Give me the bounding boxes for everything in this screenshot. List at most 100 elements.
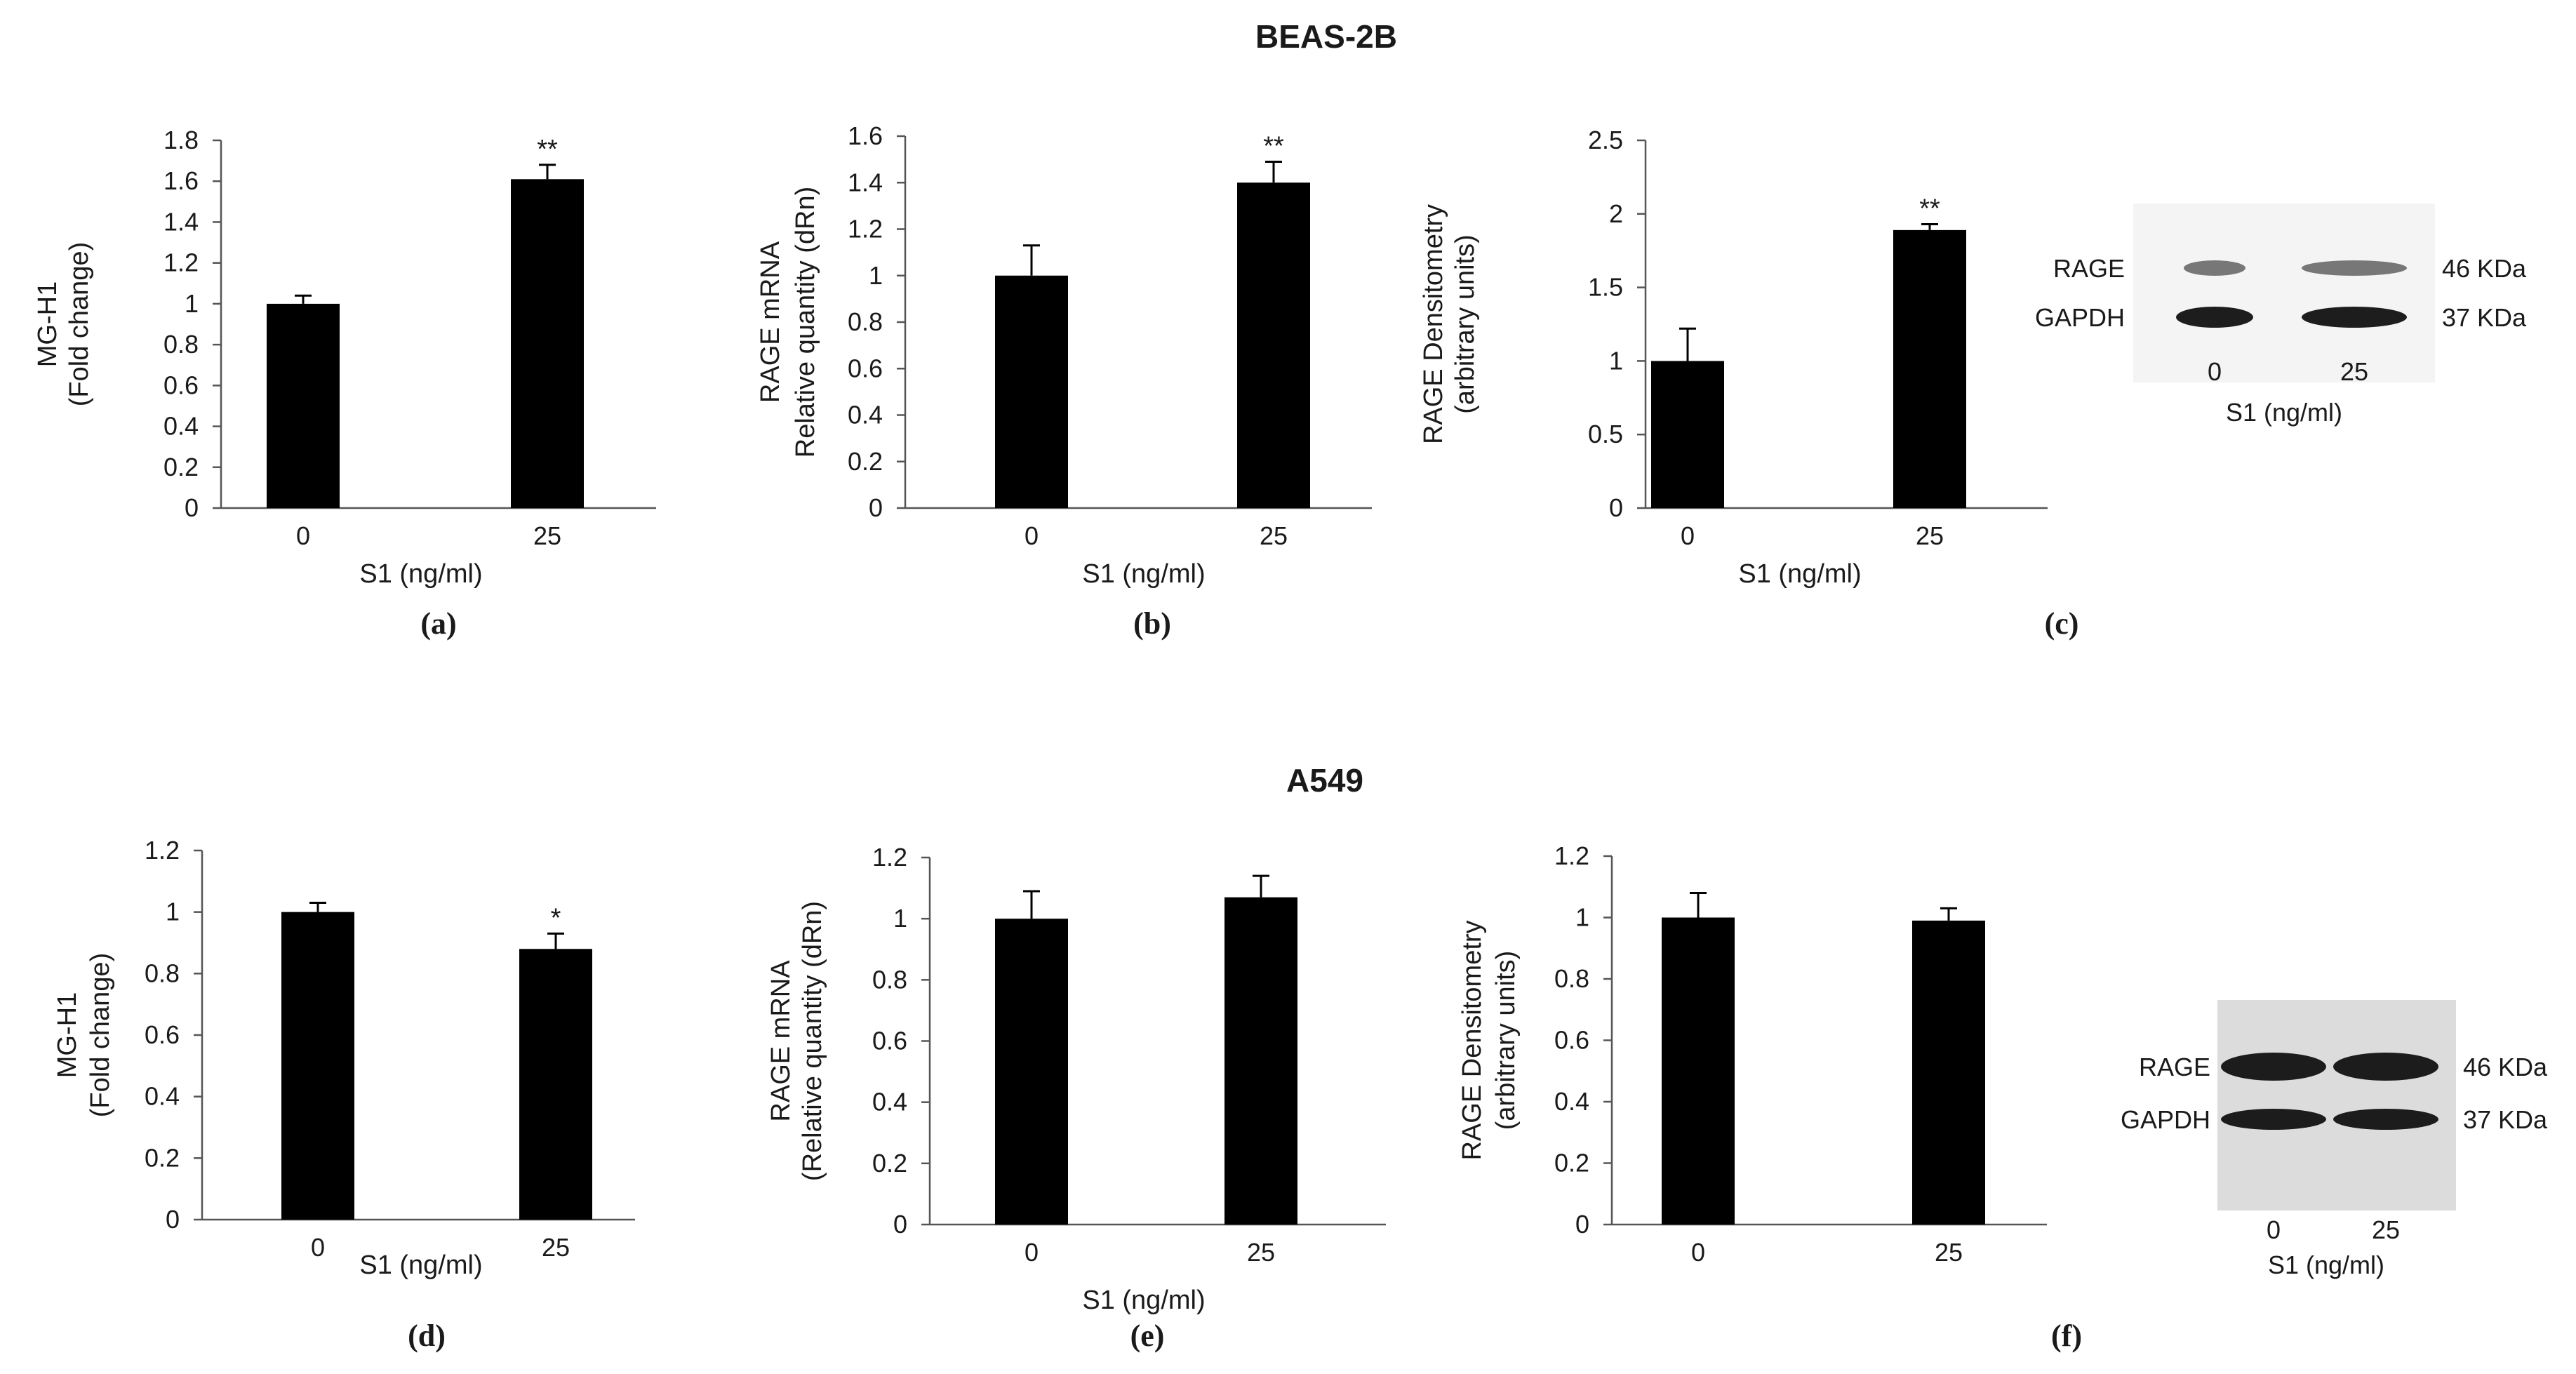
y-tick-label: 1.2: [163, 248, 199, 277]
blot-top: RAGE 46 KDa GAPDH 37 KDa 0 25 S1 (ng/ml): [2035, 204, 2527, 427]
x-tick-label: 25: [542, 1233, 570, 1262]
blot-band-rage: [2184, 260, 2245, 276]
blots-layer: RAGE 46 KDa GAPDH 37 KDa 0 25 S1 (ng/ml) RAGE 46…: [2035, 204, 2548, 1279]
chart-c: 0 0.5 1 1.5 2 2.5 0 25 ** RAGE Densitometry(arbit…: [1419, 126, 2078, 641]
x-tick-label: 25: [1935, 1238, 1963, 1267]
y-tick-label: 0.2: [145, 1143, 180, 1172]
chart-e: 0 0.2 0.4 0.6 0.8 1 1.2 0 25 RAGE mRNA(Relative q…: [766, 843, 1386, 1353]
blot-protein-label: GAPDH: [2035, 303, 2125, 332]
x-tick-label: 0: [1025, 521, 1039, 550]
panel-label-a: (a): [420, 606, 456, 641]
bar-e-0: [995, 919, 1068, 1225]
y-tick-label: 0.8: [145, 959, 180, 987]
y-tick-label: 0.6: [1554, 1026, 1589, 1055]
y-tick-label: 1.6: [848, 121, 883, 150]
x-axis-title: S1 (ng/ml): [359, 559, 482, 589]
x-tick-label: 0: [296, 521, 310, 550]
x-tick-label: 0: [1681, 521, 1695, 550]
y-axis-title: RAGE mRNA Relative quantity (dRn): [756, 187, 820, 458]
blot-x-axis-title: S1 (ng/ml): [2226, 398, 2342, 427]
y-tick-label: 1.2: [872, 843, 907, 872]
y-tick-label: 0.8: [163, 330, 199, 359]
y-tick-label: 2.5: [1588, 126, 1623, 154]
panel-label-f: (f): [2051, 1319, 2082, 1353]
y-axis-title-line: MG-H1: [33, 281, 62, 367]
blot-bottom: RAGE 46 KDa GAPDH 37 KDa 0 25 S1 (ng/ml): [2121, 1000, 2548, 1279]
y-axis-title-line: (Relative quantity (dRn): [798, 901, 827, 1181]
x-tick-label: 0: [1691, 1238, 1705, 1267]
y-tick-label: 0: [893, 1210, 907, 1239]
y-tick-label: 0.4: [848, 401, 883, 429]
y-axis-title-line: (arbitrary units): [1491, 951, 1521, 1130]
bar-b-25: [1237, 182, 1310, 508]
blot-membrane: [2217, 1000, 2456, 1210]
y-tick-label: 0: [185, 493, 199, 522]
significance-marker: **: [1263, 131, 1284, 161]
blot-band-gapdh: [2302, 307, 2407, 328]
x-axis-title: S1 (ng/ml): [359, 1250, 482, 1280]
chart-a: 0 0.2 0.4 0.6 0.8 1 1.2 1.4 1.6 1.8 0 25 ** MG-H1(Fol…: [33, 126, 656, 641]
bar-e-25: [1224, 897, 1297, 1225]
y-tick-label: 0.6: [848, 354, 883, 382]
x-tick-label: 0: [311, 1233, 325, 1262]
y-tick-label: 1.2: [1554, 841, 1589, 870]
blot-x-axis-title: S1 (ng/ml): [2268, 1250, 2384, 1279]
x-tick-label: 25: [1247, 1238, 1275, 1267]
charts-layer: 00.20.40.60.811.21.41.61.80 25**MG-H1(Fol…: [33, 121, 2082, 1353]
blot-band-rage: [2221, 1053, 2326, 1081]
y-axis-title-line: MG-H1: [53, 992, 82, 1078]
y-tick-label: 0.4: [872, 1088, 907, 1116]
chart-d: 0 0.2 0.4 0.6 0.8 1 1.2 0 25 * MG-H1 (Fold change) S…: [53, 836, 635, 1353]
blot-protein-label: RAGE: [2053, 254, 2125, 283]
y-tick-label: 0.2: [872, 1149, 907, 1178]
x-axis-title: S1 (ng/ml): [1082, 559, 1205, 589]
bar-d-0: [281, 912, 354, 1220]
section-title-beas2b: BEAS-2B: [1255, 18, 1397, 55]
x-axis-title: S1 (ng/ml): [1738, 559, 1861, 589]
chart-b: 0 0.2 0.4 0.6 0.8 1 1.2 1.4 1.6 0 25 ** RAGE mRNA Rel…: [756, 121, 1372, 641]
y-tick-label: 1: [869, 261, 883, 290]
blot-band-gapdh: [2333, 1109, 2438, 1130]
blot-band-rage: [2333, 1053, 2438, 1081]
y-axis-title-line: RAGE mRNA: [756, 241, 785, 403]
blot-lane-label: 0: [2208, 357, 2222, 386]
x-tick-label: 25: [1916, 521, 1944, 550]
bar-a-0: [267, 303, 340, 508]
y-tick-label: 0: [1575, 1210, 1589, 1239]
y-tick-label: 1: [1575, 903, 1589, 932]
y-tick-label: 0.2: [848, 447, 883, 476]
y-tick-label: 2: [1609, 199, 1623, 228]
blot-band-rage: [2302, 260, 2407, 276]
y-tick-label: 0.4: [1554, 1087, 1589, 1116]
significance-marker: **: [1919, 194, 1940, 223]
y-tick-label: 0.4: [163, 412, 199, 441]
y-tick-label: 1.2: [848, 215, 883, 244]
blot-protein-label: RAGE: [2139, 1053, 2210, 1081]
y-axis-title-line: (arbitrary units): [1450, 234, 1480, 414]
blot-size-label: 37 KDa: [2463, 1105, 2548, 1134]
y-tick-label: 1: [185, 289, 199, 318]
y-tick-label: 0: [1609, 493, 1623, 522]
bar-c-0: [1651, 361, 1724, 508]
blot-size-label: 46 KDa: [2463, 1053, 2548, 1081]
y-tick-label: 1.5: [1588, 273, 1623, 302]
y-axis-title: MG-H1(Fold change): [33, 242, 94, 406]
y-axis-title: RAGE Densitometry(arbitrary units): [1457, 920, 1521, 1160]
panel-label-c: (c): [2045, 606, 2079, 641]
y-tick-label: 1: [1609, 346, 1623, 375]
blot-protein-label: GAPDH: [2121, 1105, 2210, 1134]
panel-label-e: (e): [1130, 1319, 1165, 1353]
x-tick-label: 0: [1025, 1238, 1039, 1267]
x-tick-label: 25: [533, 521, 561, 550]
y-tick-label: 1: [166, 898, 180, 926]
blot-membrane: [2133, 204, 2435, 382]
bar-c-25: [1893, 229, 1966, 508]
blot-lane-label: 25: [2372, 1215, 2400, 1244]
y-tick-label: 1.4: [848, 168, 883, 196]
y-tick-label: 0.2: [1554, 1149, 1589, 1178]
y-tick-label: 0.6: [872, 1027, 907, 1055]
y-tick-label: 0: [166, 1205, 180, 1234]
chart-f: 0 0.2 0.4 0.6 0.8 1 1.2 0 25 RAGE Densitometry (ar…: [1457, 841, 2082, 1353]
section-title-a549: A549: [1286, 762, 1363, 799]
y-tick-label: 1.4: [163, 207, 199, 236]
